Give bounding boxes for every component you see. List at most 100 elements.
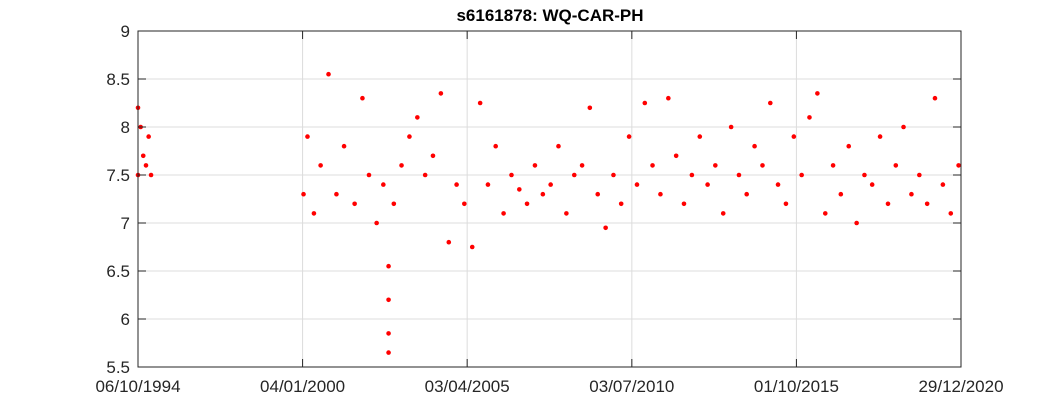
data-point — [822, 211, 828, 216]
data-point — [469, 244, 475, 250]
data-point — [399, 163, 404, 168]
data-point — [846, 143, 852, 149]
data-point — [885, 201, 891, 207]
data-point — [407, 134, 412, 139]
data-point — [634, 182, 640, 187]
data-point — [783, 201, 789, 207]
data-point — [556, 143, 561, 149]
x-tick-label: 29/12/2020 — [918, 377, 1003, 396]
data-point — [689, 172, 695, 178]
y-tick-label: 9 — [121, 22, 130, 41]
data-point — [352, 201, 357, 207]
x-tick-label: 01/10/2015 — [754, 377, 839, 396]
data-point — [517, 187, 522, 192]
data-point — [901, 124, 906, 130]
data-points — [135, 71, 961, 355]
data-point — [386, 263, 391, 269]
data-point — [301, 191, 306, 197]
data-point — [799, 172, 804, 178]
x-tick-label: 03/04/2005 — [425, 377, 510, 396]
data-point — [854, 220, 859, 226]
data-point — [140, 153, 146, 159]
data-point — [454, 182, 459, 187]
data-point — [595, 191, 601, 197]
data-point — [752, 143, 757, 149]
data-point — [366, 172, 372, 178]
data-point — [360, 95, 365, 101]
data-point — [744, 191, 749, 197]
data-point — [909, 191, 914, 197]
data-point — [493, 143, 498, 149]
chart-title: s6161878: WQ-CAR-PH — [456, 6, 643, 25]
data-point — [318, 163, 323, 168]
data-point — [148, 172, 154, 178]
data-point — [540, 191, 546, 197]
y-tick-label: 7 — [121, 214, 130, 233]
y-tick-label: 7.5 — [106, 166, 130, 185]
data-point — [446, 239, 452, 245]
data-point — [143, 163, 149, 168]
data-point — [791, 134, 797, 139]
data-point — [146, 134, 151, 139]
data-point — [728, 124, 734, 130]
data-point — [642, 100, 648, 106]
axis-ticks — [137, 30, 962, 368]
data-point — [720, 211, 726, 216]
data-point — [807, 115, 812, 120]
data-point — [334, 191, 339, 197]
data-point — [924, 201, 930, 207]
data-point — [932, 95, 938, 101]
y-tick-label: 8 — [121, 118, 130, 137]
x-tick-label: 03/07/2010 — [589, 377, 674, 396]
data-point — [548, 182, 553, 187]
data-point — [618, 201, 624, 207]
data-point — [611, 172, 616, 178]
data-point — [673, 153, 679, 159]
plot-area — [137, 30, 962, 368]
data-point — [893, 163, 899, 168]
data-point — [736, 172, 742, 178]
x-tick-label: 06/10/1994 — [95, 377, 180, 396]
data-point — [311, 211, 317, 216]
data-point — [509, 172, 514, 178]
x-tick-label: 04/01/2000 — [260, 377, 345, 396]
x-axis: 06/10/1994 04/01/2000 03/04/2005 03/07/2010… — [95, 377, 1003, 396]
data-point — [768, 100, 773, 106]
data-point — [438, 91, 444, 96]
data-point — [579, 163, 585, 168]
data-point — [917, 172, 922, 178]
data-point — [603, 225, 608, 231]
data-point — [666, 95, 671, 101]
data-point — [830, 163, 836, 168]
data-point — [626, 134, 632, 139]
data-point — [940, 182, 946, 187]
data-point — [386, 331, 391, 336]
data-point — [697, 134, 703, 139]
data-point — [681, 201, 687, 207]
data-point — [381, 182, 386, 187]
data-point — [775, 182, 781, 187]
data-point — [587, 105, 593, 111]
data-point — [658, 191, 663, 197]
grid — [137, 30, 962, 368]
y-tick-label: 6 — [121, 310, 130, 329]
data-point — [326, 71, 331, 77]
y-axis: 5.5 6 6.5 7 7.5 8 8.5 9 — [106, 22, 130, 377]
data-point — [877, 134, 883, 139]
data-point — [462, 201, 467, 207]
data-point — [532, 163, 538, 168]
data-point — [956, 163, 961, 168]
data-point — [838, 191, 844, 197]
y-tick-label: 6.5 — [106, 262, 130, 281]
data-point — [524, 201, 530, 207]
data-point — [430, 153, 436, 159]
data-point — [501, 211, 506, 216]
data-point — [862, 172, 867, 178]
data-point — [705, 182, 710, 187]
data-point — [713, 163, 718, 168]
data-point — [564, 211, 569, 216]
data-point — [815, 91, 820, 96]
data-point — [415, 115, 420, 120]
data-point — [305, 134, 310, 139]
